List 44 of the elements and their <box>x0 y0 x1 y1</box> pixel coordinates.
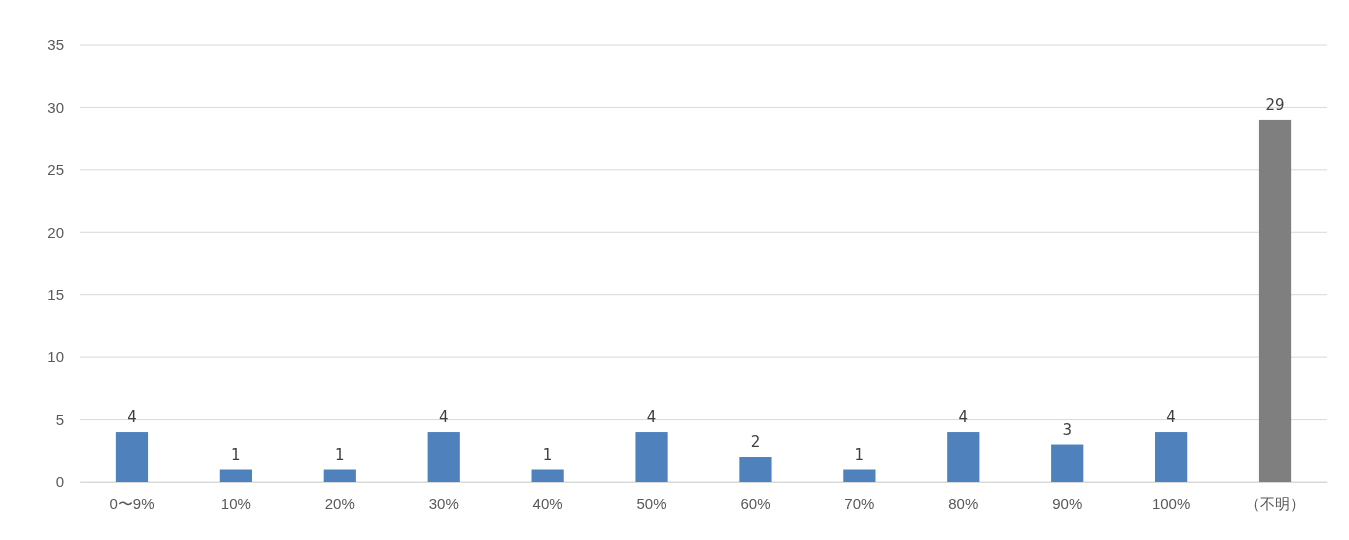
bar <box>1155 432 1188 482</box>
y-tick-label: 5 <box>55 410 64 428</box>
bar <box>843 469 876 482</box>
y-tick-label: 35 <box>47 36 64 54</box>
data-label: 1 <box>335 445 345 464</box>
x-tick-label: 40% <box>532 494 563 512</box>
data-label: 4 <box>646 408 657 427</box>
data-label: 1 <box>542 445 553 464</box>
bar <box>531 469 564 482</box>
data-label: 1 <box>854 445 865 464</box>
data-label: 1 <box>231 445 241 464</box>
data-label: 2 <box>750 433 761 452</box>
data-label: 29 <box>1265 95 1285 114</box>
bar <box>635 432 668 482</box>
x-tick-label: 70% <box>844 494 875 512</box>
x-tick-label: 50% <box>636 494 667 512</box>
bar <box>1051 444 1084 482</box>
x-tick-label: 60% <box>740 494 771 512</box>
y-tick-label: 20 <box>47 223 64 241</box>
bar <box>323 469 356 482</box>
x-tick-label: 90% <box>1052 494 1083 512</box>
bar <box>739 457 772 482</box>
data-label: 4 <box>1166 408 1176 427</box>
bar <box>115 432 149 482</box>
y-tick-label: 15 <box>47 286 64 304</box>
x-tick-label: 10% <box>220 494 251 512</box>
x-tick-label: 0〜9% <box>109 494 155 512</box>
data-label: 4 <box>438 408 449 427</box>
bar <box>219 469 252 482</box>
data-label: 4 <box>958 408 969 427</box>
y-tick-label: 30 <box>47 98 64 116</box>
x-tick-label: 20% <box>324 494 355 512</box>
x-tick-label: 100% <box>1151 494 1191 512</box>
y-tick-label: 0 <box>55 473 64 491</box>
bar <box>1258 119 1292 482</box>
data-label: 4 <box>127 408 137 427</box>
y-tick-label: 25 <box>47 161 64 179</box>
data-label: 3 <box>1062 420 1072 439</box>
x-tick-label: 30% <box>428 494 459 512</box>
x-tick-label: （不明） <box>1245 494 1306 512</box>
x-tick-label: 80% <box>948 494 979 512</box>
bar <box>427 432 460 482</box>
bar <box>947 432 980 482</box>
y-tick-label: 10 <box>47 348 64 366</box>
